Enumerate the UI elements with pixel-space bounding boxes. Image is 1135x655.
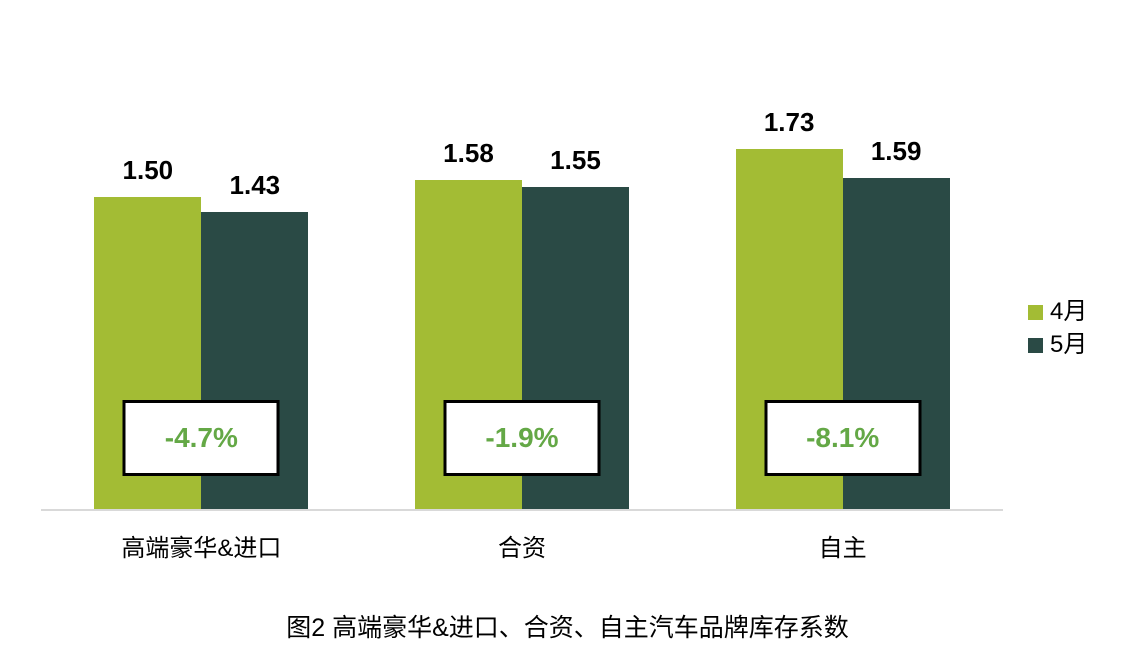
change-callout-box: -4.7% bbox=[122, 400, 280, 476]
bar-value-label: 1.50 bbox=[122, 155, 174, 186]
bar-group-luxury-import: 1.50 1.43 -4.7% bbox=[41, 0, 362, 509]
bar-value-label: 1.43 bbox=[229, 170, 281, 201]
legend-item-april: 4月 bbox=[1028, 297, 1087, 327]
plot-area: 1.50 1.43 -4.7% 1.58 1.55 bbox=[41, 0, 1003, 511]
change-percentage: -4.7% bbox=[164, 422, 238, 453]
bar-value-label: 1.59 bbox=[870, 136, 922, 167]
legend-label-april: 4月 bbox=[1050, 298, 1088, 325]
change-percentage: -1.9% bbox=[485, 422, 559, 453]
bar-value-label: 1.58 bbox=[443, 138, 494, 169]
bar-value-label: 1.73 bbox=[763, 107, 815, 138]
x-axis-line bbox=[41, 509, 1003, 511]
legend-item-may: 5月 bbox=[1028, 330, 1087, 360]
legend: 4月 5月 bbox=[1028, 297, 1087, 360]
bar-value-label: 1.55 bbox=[550, 145, 601, 176]
change-callout-box: -1.9% bbox=[443, 400, 601, 476]
chart-caption: 图2 高端豪华&进口、合资、自主汽车品牌库存系数 bbox=[286, 614, 849, 642]
legend-swatch-april bbox=[1028, 304, 1043, 320]
legend-swatch-may bbox=[1028, 337, 1043, 353]
category-label-domestic: 自主 bbox=[818, 535, 867, 562]
change-percentage: -8.1% bbox=[806, 422, 880, 453]
change-callout-box: -8.1% bbox=[764, 400, 922, 476]
category-label-luxury-import: 高端豪华&进口 bbox=[121, 535, 282, 562]
legend-label-may: 5月 bbox=[1050, 331, 1088, 358]
bar-group-joint-venture: 1.58 1.55 -1.9% bbox=[362, 0, 683, 509]
x-axis-labels: 高端豪华&进口 合资 自主 bbox=[41, 528, 1003, 563]
bar-group-domestic: 1.73 1.59 -8.1% bbox=[682, 0, 1003, 509]
category-label-joint-venture: 合资 bbox=[498, 535, 546, 562]
